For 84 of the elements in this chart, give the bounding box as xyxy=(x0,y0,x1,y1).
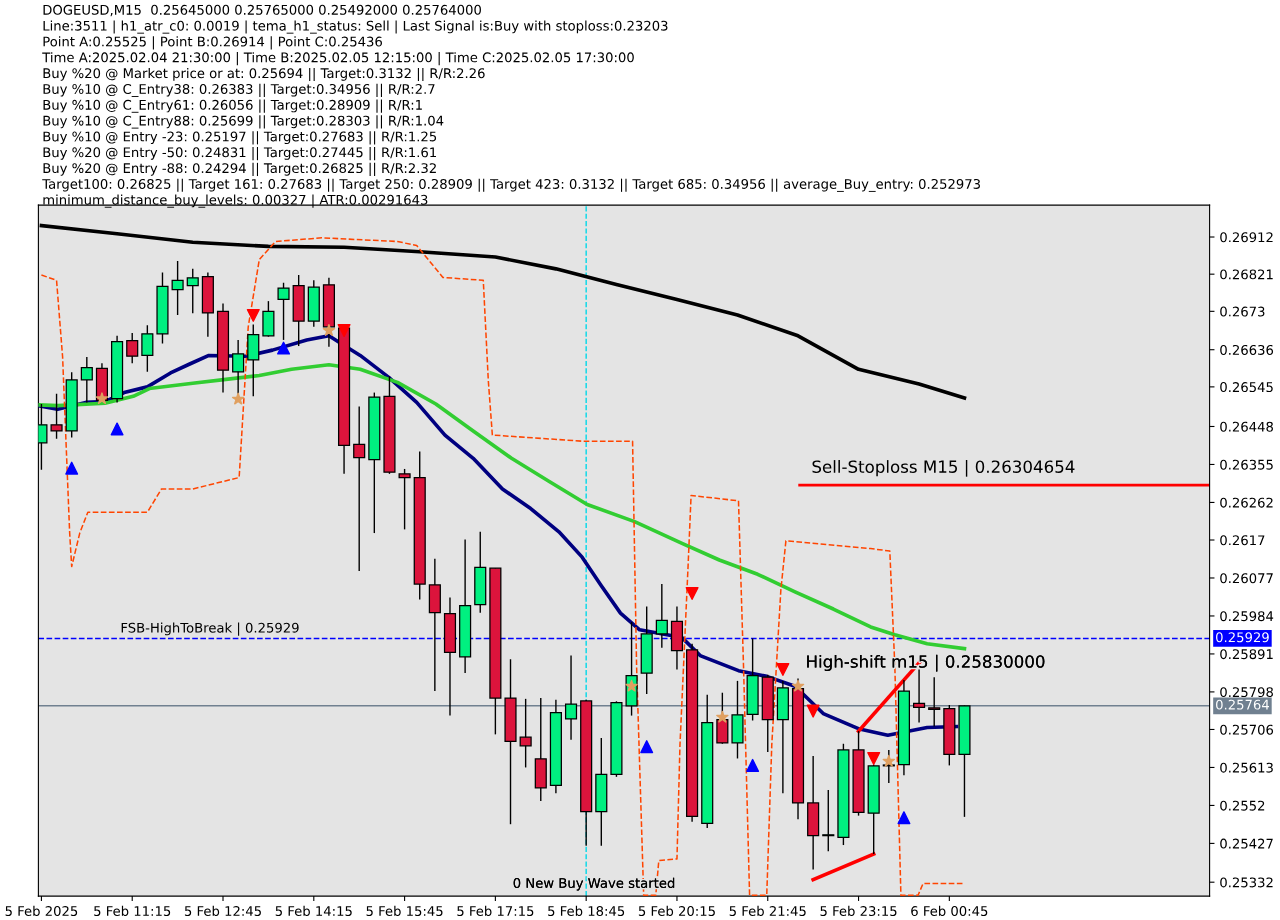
y-tick-label: 0.25706 xyxy=(1220,724,1274,735)
candlestick xyxy=(80,356,93,404)
y-tick-label: 0.26545 xyxy=(1220,382,1273,393)
candlestick xyxy=(171,260,184,316)
point xyxy=(640,740,654,754)
annotation: minimum_distance_buy_levels: 0.00327 | ATR:0.00291643 xyxy=(43,194,428,208)
point xyxy=(806,704,820,718)
point xyxy=(95,392,109,405)
candlestick xyxy=(822,789,835,852)
annotation: High-shift m15 | 0.25830000 xyxy=(807,654,1045,672)
y-tick-label: 0.2552 xyxy=(1220,800,1265,811)
point xyxy=(867,751,881,765)
point xyxy=(685,586,699,601)
annotation: 0.25929 xyxy=(1216,632,1269,643)
candlestick xyxy=(186,268,199,315)
y-tick-label: 0.25613 xyxy=(1220,762,1273,773)
x-tick-label: 5 Feb 11:15 xyxy=(94,905,171,917)
x-tick-label: 5 Feb 17:15 xyxy=(457,905,534,917)
point xyxy=(322,324,336,336)
y-tick-label: 0.25798 xyxy=(1220,687,1273,698)
y-tick-label: 0.26636 xyxy=(1220,344,1274,355)
point xyxy=(776,662,790,676)
candlestick xyxy=(928,676,941,728)
y-tick-label: 0.26448 xyxy=(1220,421,1273,432)
text: Buy %10 @ C_Entry88: 0.25699 || Target:0.28303 || R/R:1.04 xyxy=(43,115,444,129)
text: Line:3511 | h1_atr_c0: 0.0019 | tema_h1_status: Sell | Last Signal is:Buy with stoploss:0.23203 xyxy=(43,20,668,34)
line-series xyxy=(38,363,967,651)
candlestick xyxy=(141,324,154,373)
point xyxy=(716,710,729,723)
candlestick xyxy=(50,393,63,440)
y-tick-label: 0.25332 xyxy=(1220,877,1273,888)
annotation: 0 New Buy Wave started xyxy=(513,877,675,891)
text: Time A:2025.02.04 21:30:00 | Time B:2025.02.05 12:15:00 | Time C:2025.02.05 17:30:00 xyxy=(42,52,634,66)
point xyxy=(231,392,245,405)
x-tick-label: 5 Feb 20:15 xyxy=(638,905,715,917)
y-tick-label: 0.26821 xyxy=(1220,269,1273,280)
x-tick-label: 5 Feb 18:45 xyxy=(548,905,625,917)
candlestick xyxy=(716,692,729,745)
y-tick-label: 0.2617 xyxy=(1220,535,1265,546)
x-tick-label: 5 Feb 23:15 xyxy=(820,905,897,917)
point xyxy=(746,758,760,772)
ref-line-label: Sell-Stoploss M15 | 0.26304654 xyxy=(812,460,1075,477)
y-tick-label: 0.26077 xyxy=(1220,573,1273,584)
text: Buy %20 @ Market price or at: 0.25694 || Target:0.3132 || R/R:2.26 xyxy=(43,67,485,82)
text: Buy %20 @ Entry -88: 0.24294 || Target:0.26825 || R/R:2.32 xyxy=(43,162,436,177)
y-tick-label: 0.2673 xyxy=(1220,306,1265,317)
point xyxy=(791,679,805,692)
text: Target100: 0.26825 || Target 161: 0.27683 || Target 250: 0.28909 || Target 423: 0.3132 || Target 685: 0.34956 || average_Buy_entry: 0.252973 xyxy=(42,178,980,192)
point xyxy=(625,679,638,692)
y-tick-label: 0.26355 xyxy=(1220,459,1273,470)
candlestick xyxy=(655,583,668,649)
x-tick-label: 6 Feb 00:45 xyxy=(911,905,988,917)
text: Buy %10 @ Entry -23: 0.25197 || Target:0.27683 || R/R:1.25 xyxy=(43,131,437,145)
text: Buy %10 @ C_Entry38: 0.26383 || Target:0.34956 || R/R:2.7 xyxy=(43,83,435,97)
candlestick xyxy=(353,405,366,572)
x-tick-label: 5 Feb 14:15 xyxy=(275,905,352,917)
annotation: 0.25764 xyxy=(1216,699,1269,710)
chart-title: DOGEUSD,M15 0.25645000 0.25765000 0.25492000 0.25764000 xyxy=(43,4,481,17)
point xyxy=(277,341,291,355)
point xyxy=(110,422,124,436)
y-tick-label: 0.26912 xyxy=(1220,232,1273,243)
point xyxy=(246,308,260,322)
ref-line-label: FSB-HighToBreak | 0.25929 xyxy=(121,622,299,636)
text: Buy %10 @ C_Entry61: 0.26056 || Target:0.28909 || R/R:1 xyxy=(43,99,422,113)
x-tick-label: 5 Feb 21:45 xyxy=(729,905,806,917)
text: Buy %20 @ Entry -50: 0.24831 || Target:0.27445 || R/R:1.61 xyxy=(43,147,436,161)
point xyxy=(882,754,896,767)
candlestick xyxy=(126,332,139,364)
point xyxy=(337,324,351,338)
candlestick xyxy=(912,668,926,724)
y-tick-label: 0.26262 xyxy=(1220,497,1273,508)
candlestick xyxy=(277,282,290,341)
x-tick-label: 5 Feb 15:45 xyxy=(366,905,443,917)
y-tick-label: 0.25427 xyxy=(1220,838,1273,849)
candlestick xyxy=(564,654,578,741)
text: Point A:0.25525 | Point B:0.26914 | Point C:0.25436 xyxy=(43,36,382,50)
candlestick xyxy=(398,468,411,531)
y-tick-label: 0.25891 xyxy=(1220,649,1273,660)
point xyxy=(65,461,79,475)
x-tick-label: 5 Feb 2025 xyxy=(5,905,78,917)
point xyxy=(897,811,911,825)
x-tick-label: 5 Feb 12:45 xyxy=(184,905,261,917)
y-tick-label: 0.25984 xyxy=(1220,611,1274,622)
candlestick xyxy=(519,698,532,769)
